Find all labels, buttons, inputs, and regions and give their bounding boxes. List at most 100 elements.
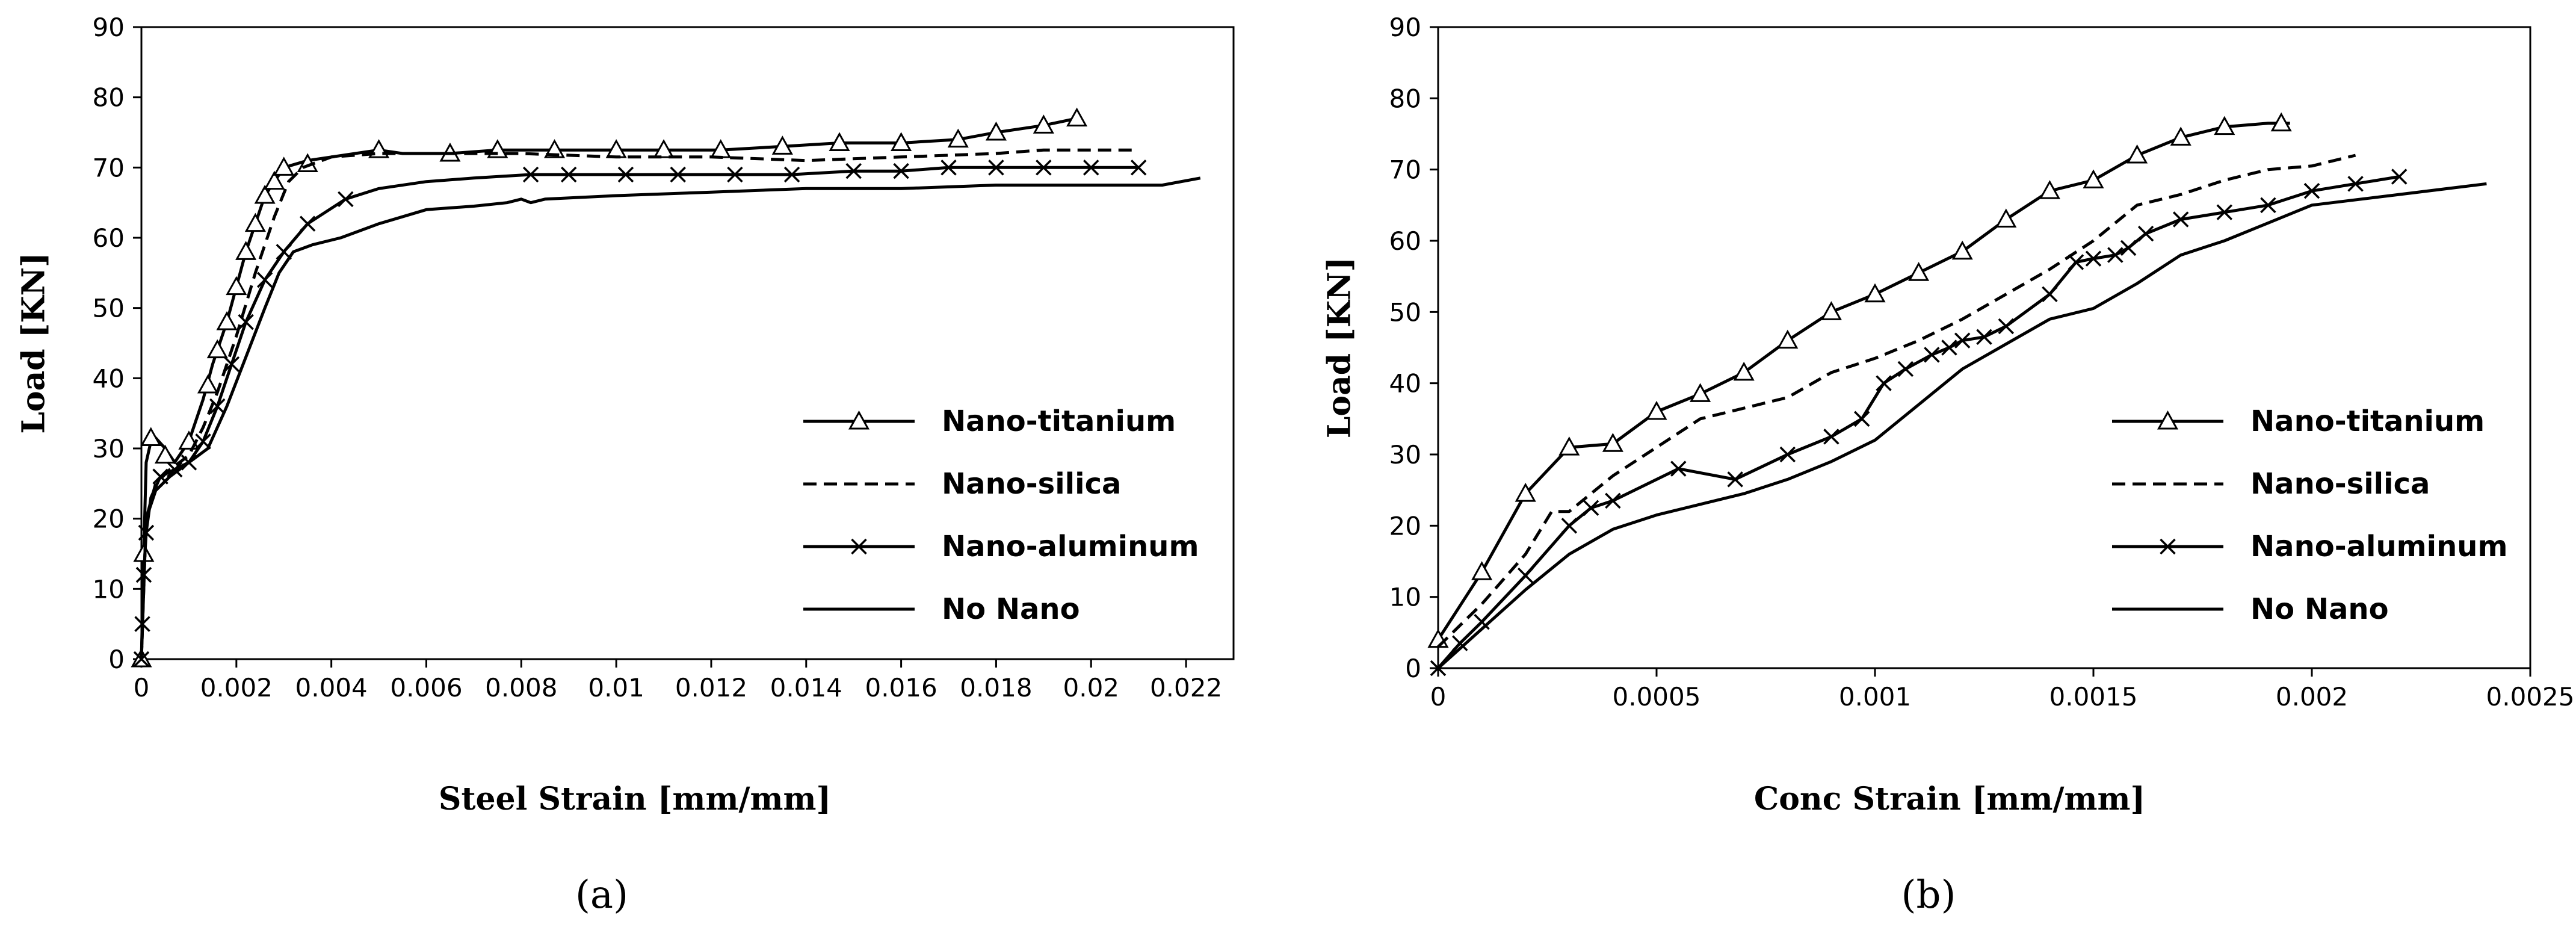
legend-label-nano-silica: Nano-silica xyxy=(2250,467,2430,501)
series-nano-titanium-marker xyxy=(216,311,238,330)
series-nano-titanium-marker xyxy=(197,374,219,394)
x-tick-label: 0.0015 xyxy=(2049,682,2138,711)
y-tick-label: 40 xyxy=(1389,369,1421,398)
series-nano-titanium-marker xyxy=(1777,329,1799,349)
series-nano-aluminum-marker-stroke xyxy=(2260,197,2276,214)
legend-item-nano-titanium: Nano-titanium xyxy=(803,405,1176,438)
series-nano-titanium-marker xyxy=(1066,107,1088,127)
legend-item-nano-aluminum: Nano-aluminum xyxy=(803,530,1199,563)
series-nano-aluminum-marker-stroke xyxy=(2172,211,2189,228)
x-tick-label: 0.008 xyxy=(485,673,557,702)
series-nano-titanium-marker xyxy=(1558,436,1580,456)
series-nano-aluminum-marker-stroke xyxy=(2085,250,2102,267)
series-nano-aluminum-marker-stroke xyxy=(1897,361,1914,377)
series-nano-aluminum-marker-stroke xyxy=(783,166,800,183)
series-nano-aluminum-marker-stroke xyxy=(2107,247,2124,263)
series-nano-aluminum-marker-stroke xyxy=(2303,182,2320,199)
x-tick-label: 0.02 xyxy=(1063,673,1120,702)
chart-panel-b: 0 10 20 30 40 50 60 70 80 90 0 0.0005 0.001 0.0015 0.0… xyxy=(1321,13,2575,917)
series-nano-titanium-marker xyxy=(2270,112,2292,132)
y-tick-label: 70 xyxy=(93,153,125,182)
series-nano-aluminum-marker-stroke xyxy=(1561,518,1578,534)
series-nano-aluminum-marker-stroke xyxy=(276,244,292,260)
series-nano-titanium-marker xyxy=(2170,126,2191,146)
series-nano-titanium-marker xyxy=(244,212,266,232)
series-nano-titanium-marker xyxy=(891,132,912,151)
y-tick-label: 90 xyxy=(93,13,125,42)
series-nano-titanium-marker xyxy=(226,276,247,296)
legend-item-nano-silica: Nano-silica xyxy=(2112,467,2430,501)
legend-label-nano-titanium: Nano-titanium xyxy=(2250,405,2485,438)
series-nano-titanium-marker xyxy=(1820,301,1842,320)
series-nano-titanium-marker xyxy=(1515,482,1536,502)
series-no-nano xyxy=(1437,182,2487,669)
x-tick-label: 0.0005 xyxy=(1613,682,1701,711)
y-tick-label: 50 xyxy=(1389,297,1421,327)
legend-nano-aluminum-marker-stroke xyxy=(851,538,867,555)
series-nano-aluminum-marker-stroke xyxy=(617,166,634,183)
series-nano-aluminum-marker-stroke xyxy=(2068,254,2084,270)
series-nano-titanium-marker xyxy=(1602,433,1623,452)
series-nano-aluminum-marker-stroke xyxy=(1583,500,1599,516)
series-nano-aluminum-marker-stroke xyxy=(941,160,957,176)
y-tick-label: 0 xyxy=(108,645,125,674)
series-nano-aluminum-marker-stroke xyxy=(1976,329,1992,345)
y-tick-label: 90 xyxy=(1389,13,1421,42)
series-nano-titanium-marker xyxy=(1733,361,1755,381)
x-tick-label: 0.018 xyxy=(960,673,1032,702)
legend-label-nano-aluminum: Nano-aluminum xyxy=(942,530,1199,563)
legend: Nano-titanium Nano-silica Nano-aluminum No … xyxy=(803,405,1199,626)
x-tick-label: 0.012 xyxy=(675,673,747,702)
y-tick-label: 30 xyxy=(1389,440,1421,470)
series-nano-aluminum-marker-stroke xyxy=(1876,375,1892,391)
legend-label-no-nano: No Nano xyxy=(942,592,1080,626)
series-nano-aluminum-marker-stroke xyxy=(1853,411,1870,427)
series-nano-aluminum-marker-stroke xyxy=(338,191,354,208)
x-tick-label: 0.01 xyxy=(588,673,644,702)
series-nano-aluminum-marker-stroke xyxy=(1727,471,1743,488)
series-nano-aluminum-marker-stroke xyxy=(152,468,168,485)
series-nano-aluminum-marker-stroke xyxy=(988,160,1004,176)
series-nano-aluminum-marker-stroke xyxy=(560,166,577,183)
y-tick-label: 20 xyxy=(93,504,125,534)
series-nano-aluminum-marker-stroke xyxy=(238,314,254,330)
series-nano-titanium-marker xyxy=(947,128,969,148)
series-nano-aluminum-marker-stroke xyxy=(1670,460,1687,477)
x-tick-label: 0.022 xyxy=(1150,673,1222,702)
y-tick-label: 30 xyxy=(93,434,125,463)
series-nano-aluminum-marker-stroke xyxy=(209,398,226,415)
panel-label: (a) xyxy=(575,873,628,917)
series-no-nano xyxy=(140,176,1201,660)
legend-nano-titanium-marker xyxy=(848,410,870,430)
series-nano-titanium-marker xyxy=(1864,283,1886,303)
x-tick-label: 0 xyxy=(134,673,150,702)
series-nano-titanium xyxy=(1427,112,2292,648)
x-tick-label: 0.002 xyxy=(2276,682,2348,711)
legend-label-no-nano: No Nano xyxy=(2250,592,2389,626)
plot-frame xyxy=(140,26,1235,660)
series-nano-aluminum-marker-stroke xyxy=(299,215,316,232)
x-tick-label: 0.014 xyxy=(770,673,842,702)
series-nano-aluminum-marker-stroke xyxy=(1779,446,1796,463)
series-nano-aluminum-marker-stroke xyxy=(1954,332,1971,349)
series-nano-aluminum-marker-stroke xyxy=(1474,613,1490,630)
series-nano-titanium-marker xyxy=(1908,262,1930,281)
series-nano-aluminum-marker-stroke xyxy=(2391,169,2408,185)
plot-frame xyxy=(1437,26,2531,669)
y-tick-label: 60 xyxy=(93,223,125,253)
series-nano-titanium-marker xyxy=(1690,383,1711,402)
series-nano-titanium-marker xyxy=(2039,180,2060,199)
y-tick-label: 80 xyxy=(1389,84,1421,113)
series-line-nano-titanium xyxy=(1436,122,2290,641)
y-tick-label: 20 xyxy=(1389,511,1421,541)
y-tick-label: 10 xyxy=(1389,583,1421,612)
series-nano-aluminum xyxy=(1430,169,2408,677)
series-nano-aluminum-marker-stroke xyxy=(256,271,273,288)
series-nano-titanium xyxy=(131,107,1088,668)
series-nano-aluminum-marker-stroke xyxy=(2042,286,2058,302)
series-nano-titanium-marker xyxy=(235,241,257,260)
series-nano-aluminum-marker-stroke xyxy=(1823,429,1839,445)
y-tick-label: 70 xyxy=(1389,155,1421,185)
y-axis-title: Load [KN] xyxy=(16,252,52,433)
legend-label-nano-silica: Nano-silica xyxy=(942,467,1121,501)
